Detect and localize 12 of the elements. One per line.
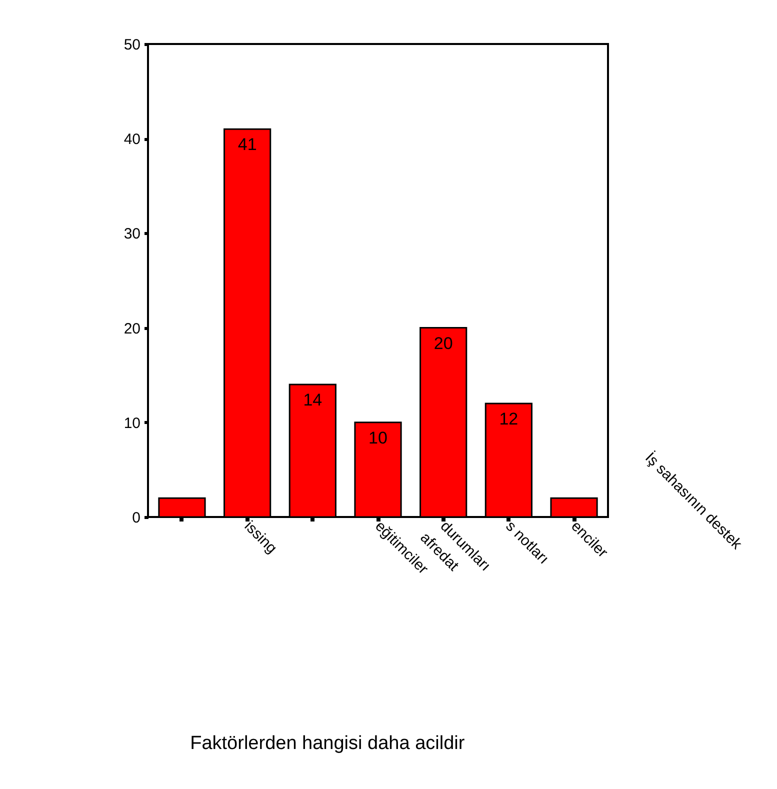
- y-tick-label: 40: [124, 131, 140, 148]
- data-label: 41: [238, 135, 257, 154]
- data-label: 20: [434, 334, 453, 353]
- y-tick-label: 20: [124, 320, 140, 338]
- y-tick-label: 50: [124, 36, 140, 54]
- text: Faktörlerden hangisi daha acildir: [190, 733, 466, 754]
- data-label: 12: [499, 409, 518, 428]
- data-label: 10: [368, 428, 388, 448]
- y-tick-label: 30: [124, 226, 140, 243]
- y-tick-label: 10: [124, 414, 140, 432]
- y-tick-label: 0: [132, 510, 140, 526]
- data-label: 14: [303, 390, 322, 410]
